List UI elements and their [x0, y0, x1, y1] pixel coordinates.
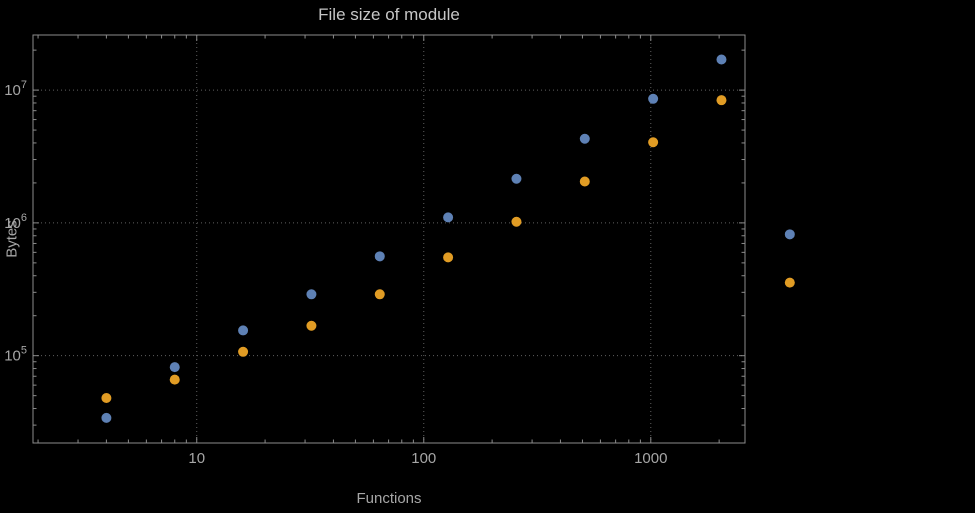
data-point-series-blue: [169, 362, 180, 373]
x-axis-label: Functions: [356, 490, 422, 507]
data-point-series-orange: [306, 320, 317, 331]
data-point-series-orange: [511, 216, 522, 227]
y-axis-label: Bytes: [3, 220, 21, 258]
x-tick-label: 100: [411, 450, 436, 467]
data-point-series-orange: [101, 393, 112, 404]
data-point-series-blue: [443, 212, 454, 223]
data-point-series-blue: [101, 412, 112, 423]
data-point-series-blue: [511, 173, 522, 184]
data-point-series-blue: [579, 133, 590, 144]
data-point-series-orange: [443, 252, 454, 263]
plot-frame: [32, 34, 746, 444]
data-point-series-orange: [169, 374, 180, 385]
data-point-series-blue: [238, 325, 249, 336]
data-point-series-orange: [579, 176, 590, 187]
y-tick-label: 105: [4, 345, 27, 365]
data-point-series-orange: [374, 289, 385, 300]
data-point-series-blue: [716, 54, 727, 65]
data-point-series-orange: [784, 277, 795, 288]
chart-title: File size of module: [318, 5, 460, 24]
data-point-series-blue: [306, 289, 317, 300]
data-point-series-blue: [784, 229, 795, 240]
x-tick-label: 10: [188, 450, 205, 467]
data-point-series-orange: [238, 346, 249, 357]
data-point-series-blue: [648, 93, 659, 104]
data-point-series-orange: [716, 95, 727, 106]
data-point-series-orange: [648, 137, 659, 148]
data-point-series-blue: [374, 251, 385, 262]
x-tick-label: 1000: [634, 450, 667, 467]
y-tick-label: 106: [4, 212, 27, 232]
y-tick-label: 107: [4, 79, 27, 99]
